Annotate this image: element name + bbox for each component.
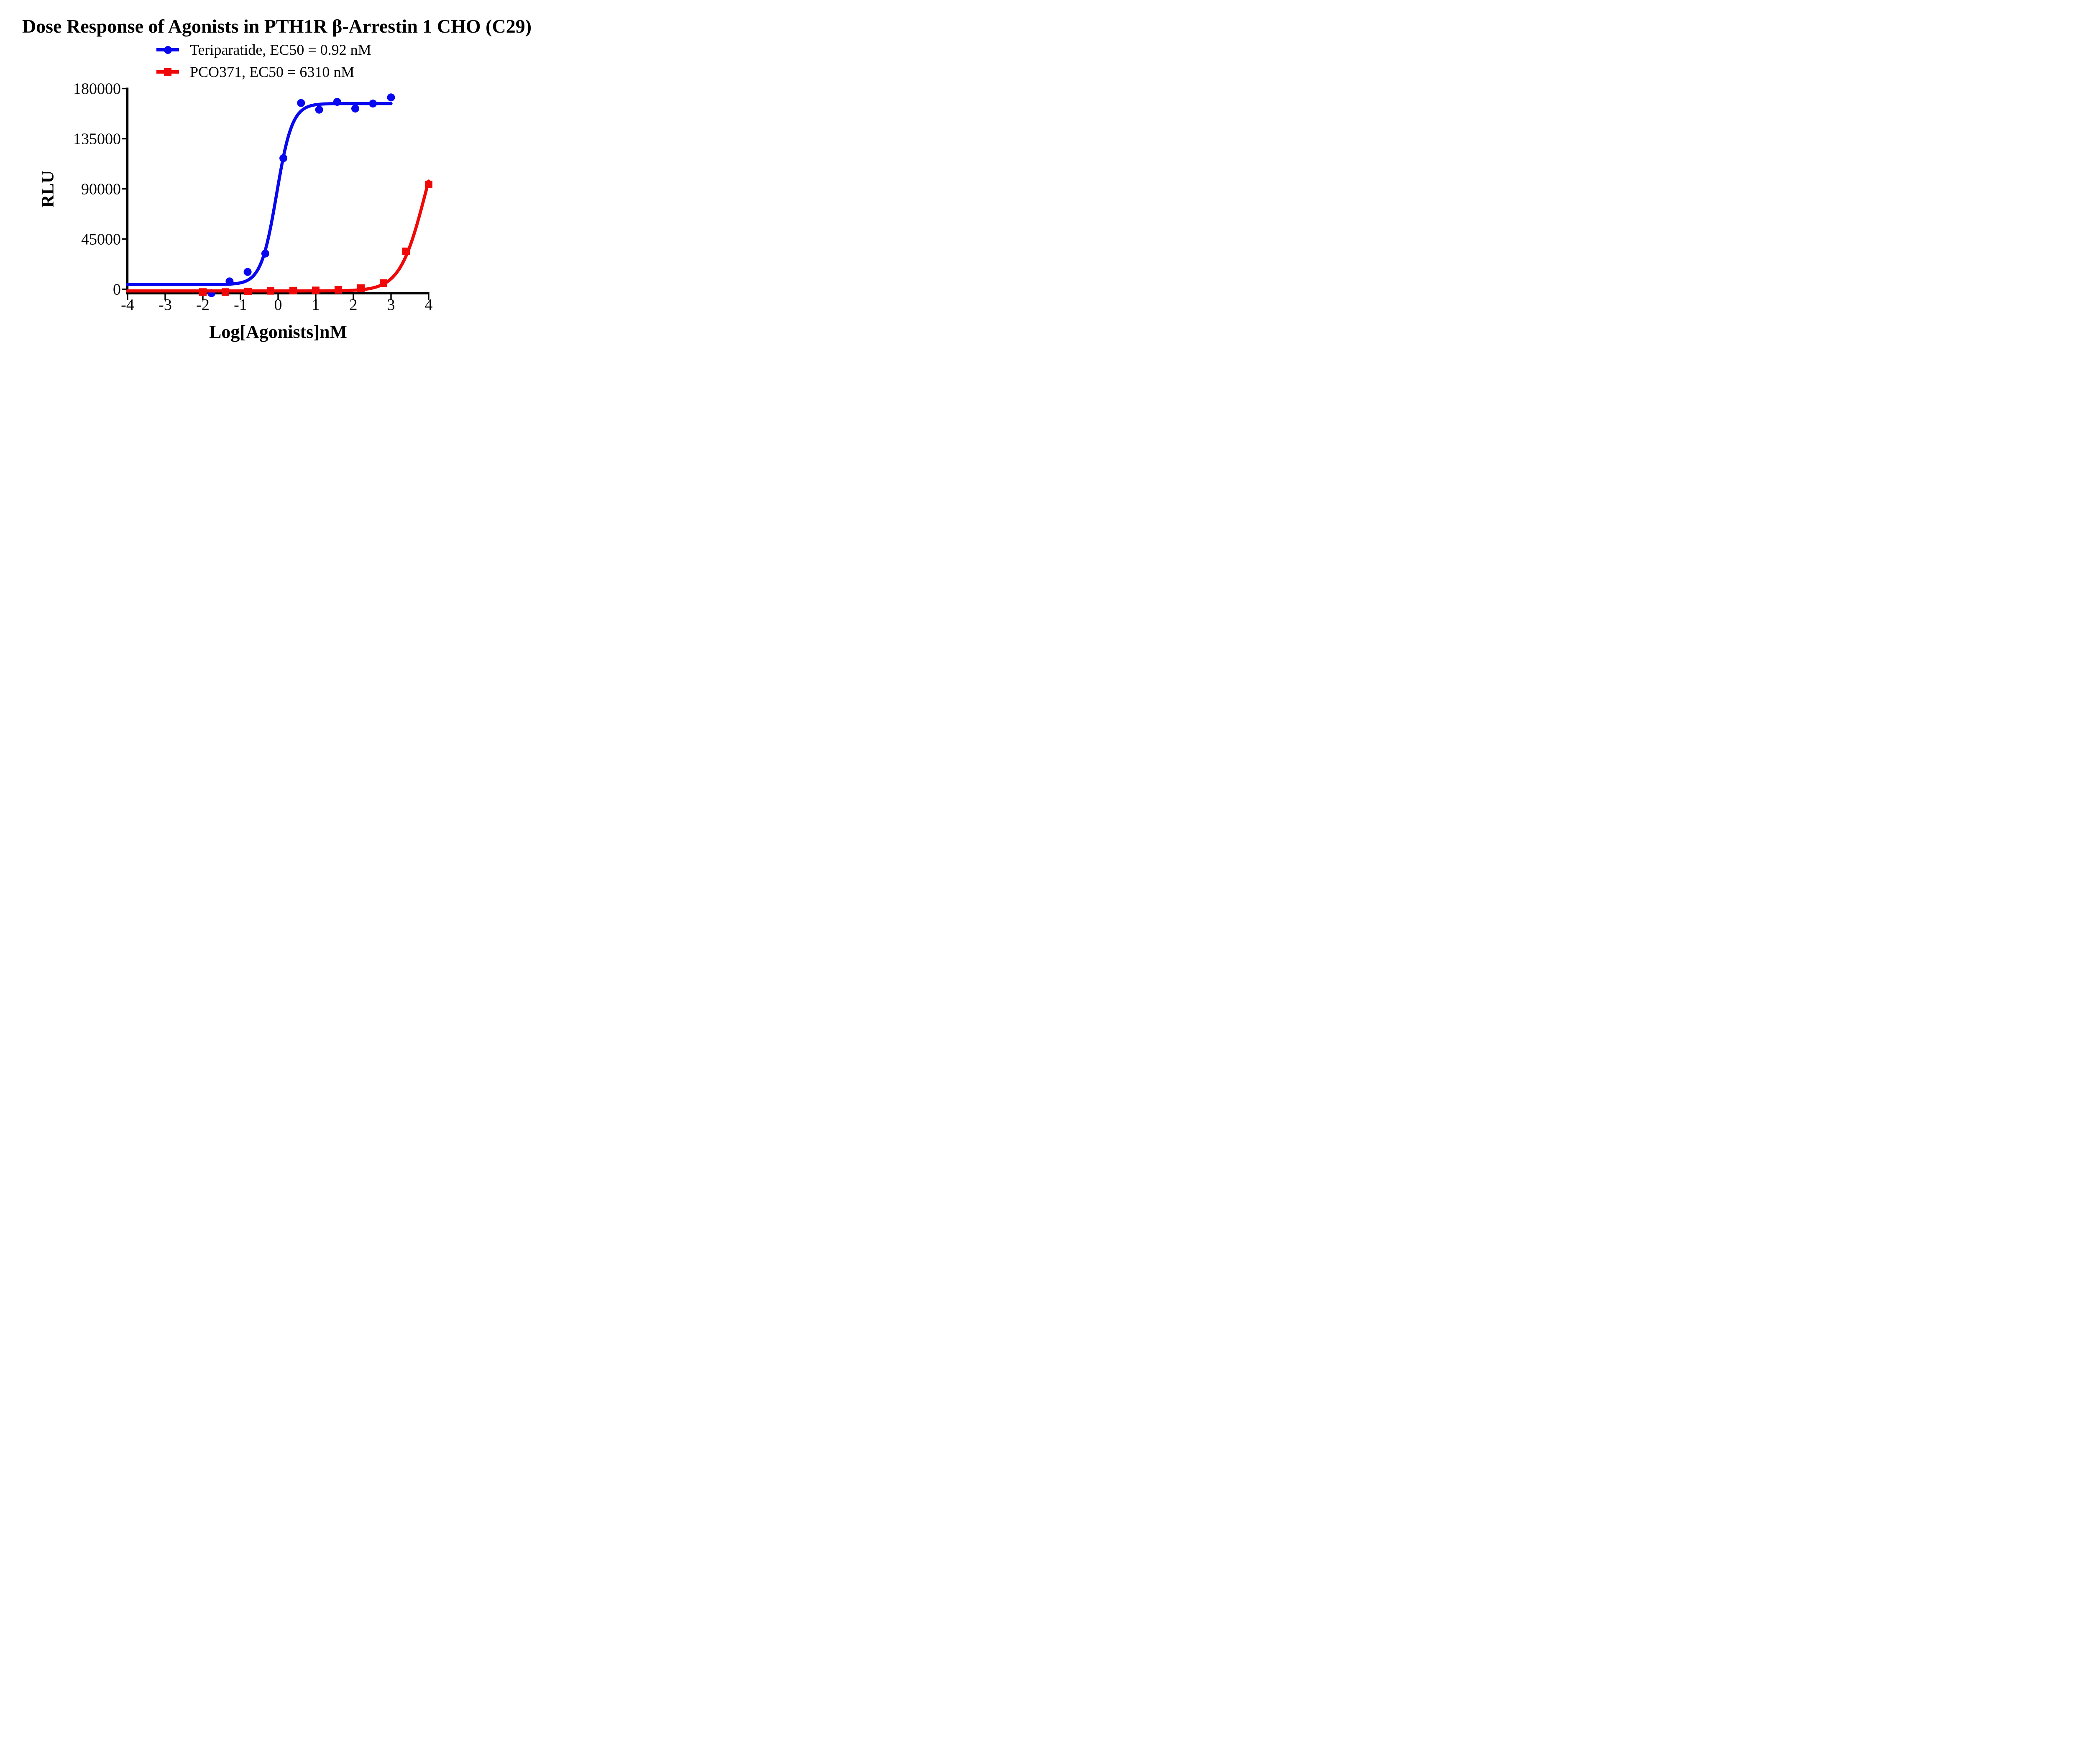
x-axis-title: Log[Agonists]nM: [209, 322, 347, 342]
x-tick-label: 1: [312, 296, 320, 314]
series-pco371: [126, 179, 432, 296]
y-tick-label: 0: [113, 281, 121, 299]
legend-entry-teriparatide: Teriparatide, EC50 = 0.92 nM: [156, 42, 371, 57]
y-axis-title: RLU: [38, 171, 58, 208]
data-point-pco371: [357, 284, 365, 292]
y-tick-label: 90000: [81, 181, 121, 198]
x-tick-label: 2: [350, 296, 358, 314]
x-tick-label: -3: [158, 296, 172, 314]
data-point-pco371: [335, 286, 342, 294]
data-point-pco371: [267, 287, 274, 295]
series-teriparatide: [126, 93, 395, 297]
data-point-pco371: [402, 247, 410, 255]
data-point-teriparatide: [279, 154, 288, 162]
y-tick-label: 180000: [73, 80, 121, 98]
data-point-teriparatide: [315, 105, 323, 114]
data-point-teriparatide: [351, 105, 359, 113]
dose-response-figure: Dose Response of Agonists in PTH1R β-Arr…: [0, 0, 554, 353]
legend-key: [156, 42, 179, 57]
axes: [122, 87, 429, 300]
legend: Teriparatide, EC50 = 0.92 nM PCO371, EC50…: [156, 42, 371, 87]
legend-label: PCO371, EC50 = 6310 nM: [190, 64, 355, 80]
fit-curve-pco371: [126, 179, 430, 293]
fit-curve-teriparatide: [126, 102, 393, 286]
legend-entry-pco371: PCO371, EC50 = 6310 nM: [156, 64, 371, 79]
data-point-teriparatide: [243, 268, 252, 276]
data-point-teriparatide: [297, 99, 305, 107]
plot-svg: -4 -3 -2 -1 0 1 2 3 4 0 45000 90000 135000 180000 RLU L…: [38, 80, 433, 342]
y-tick-label: 45000: [81, 231, 121, 248]
data-point-pco371: [222, 288, 229, 296]
data-point-teriparatide: [261, 249, 269, 258]
circle-marker-icon: [164, 46, 172, 54]
y-tick-label: 135000: [73, 130, 121, 148]
x-tick-label: -4: [121, 296, 134, 314]
legend-key: [156, 64, 179, 79]
data-point-pco371: [289, 286, 297, 294]
data-point-pco371: [312, 286, 320, 294]
x-tick-label: -1: [234, 296, 247, 314]
data-point-teriparatide: [225, 277, 234, 286]
legend-label: Teriparatide, EC50 = 0.92 nM: [190, 41, 371, 58]
chart-title: Dose Response of Agonists in PTH1R β-Arr…: [22, 15, 532, 37]
data-point-pco371: [199, 288, 207, 296]
data-point-teriparatide: [387, 93, 395, 102]
x-tick-label: 0: [274, 296, 282, 314]
x-tick-label: -2: [196, 296, 210, 314]
square-marker-icon: [164, 68, 171, 76]
data-point-pco371: [425, 180, 432, 188]
data-point-teriparatide: [333, 98, 341, 106]
data-point-pco371: [244, 287, 252, 295]
x-tick-label: 3: [387, 296, 395, 314]
data-point-teriparatide: [369, 100, 377, 108]
x-tick-label: 4: [425, 296, 433, 314]
tick-labels: -4 -3 -2 -1 0 1 2 3 4 0 45000 90000 135000 180000: [73, 80, 433, 314]
data-point-pco371: [380, 279, 387, 287]
